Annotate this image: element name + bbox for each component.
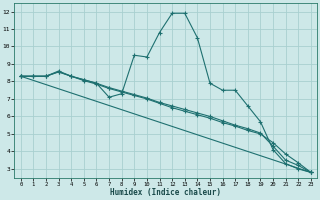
- X-axis label: Humidex (Indice chaleur): Humidex (Indice chaleur): [110, 188, 221, 197]
